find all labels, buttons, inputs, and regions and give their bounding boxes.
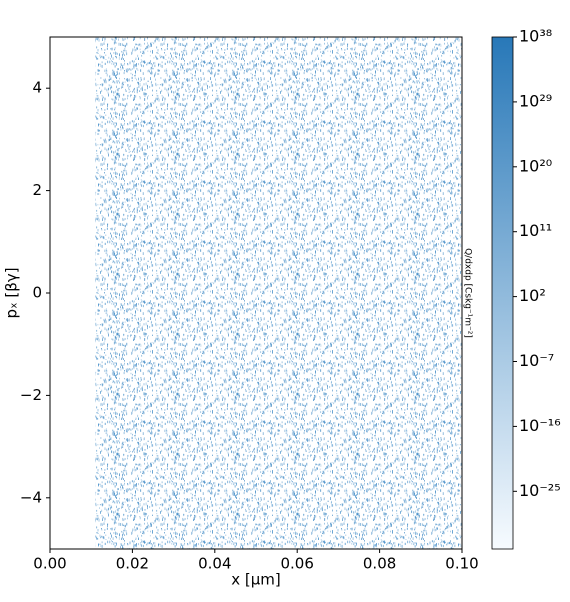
y-axis-label: pₓ [βγ] xyxy=(3,267,21,318)
colorbar-label: Q/dxdp [Cskg⁻¹m⁻²] xyxy=(463,248,473,338)
x-tick-label: 0.06 xyxy=(280,555,313,573)
colorbar-tick-label: 10⁻⁷ xyxy=(519,351,554,370)
colorbar-tick-label: 10²⁹ xyxy=(519,91,552,110)
y-tick-label: −2 xyxy=(20,386,42,404)
y-tick-label: 2 xyxy=(32,181,42,199)
colorbar-tick-label: 10⁻¹⁶ xyxy=(519,416,561,435)
x-tick-label: 0.04 xyxy=(198,555,231,573)
colorbar-tick-label: 10⁻²⁵ xyxy=(519,481,561,500)
x-tick-label: 0.10 xyxy=(445,555,478,573)
histogram-region xyxy=(95,37,462,549)
colorbar: Q/dxdp [Cskg⁻¹m⁻²] 0 10⁻²⁵10⁻¹⁶10⁻⁷10²10… xyxy=(463,27,561,550)
colorbar-tick-label: 10² xyxy=(519,286,546,305)
x-axis-label: x [μm] xyxy=(231,571,281,589)
x-tick-label: 0.00 xyxy=(33,555,66,573)
colorbar-tick-label: 10¹¹ xyxy=(519,221,552,240)
y-tick-label: 0 xyxy=(32,284,42,302)
colorbar-gradient xyxy=(491,36,514,550)
y-tick-label: −4 xyxy=(20,488,42,506)
x-tick-label: 0.08 xyxy=(363,555,396,573)
y-tick-label: 4 xyxy=(32,79,42,97)
x-tick-label: 0.02 xyxy=(116,555,149,573)
colorbar-tick-label: 10³⁸ xyxy=(519,27,552,46)
colorbar-tick-label: 10²⁰ xyxy=(519,156,552,175)
